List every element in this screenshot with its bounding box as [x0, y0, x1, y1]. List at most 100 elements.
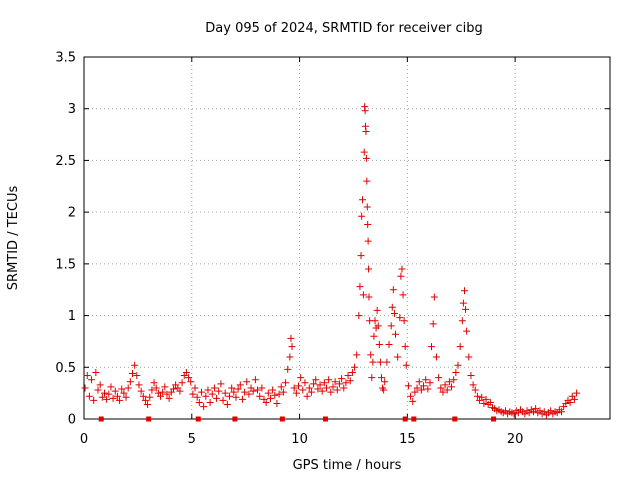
- data-point: [353, 351, 361, 359]
- data-point: [105, 390, 113, 398]
- data-point: [113, 392, 121, 400]
- data-point: [187, 378, 195, 386]
- zero-marker: [146, 416, 152, 422]
- data-point: [148, 386, 156, 394]
- data-point: [361, 107, 369, 115]
- data-point: [135, 381, 143, 389]
- data-point: [456, 343, 464, 351]
- data-point: [107, 383, 115, 391]
- data-point: [351, 363, 359, 371]
- data-point: [193, 393, 201, 401]
- data-point: [297, 374, 305, 382]
- data-point: [202, 392, 210, 400]
- data-point: [109, 394, 117, 402]
- data-point: [316, 381, 324, 389]
- data-point: [458, 317, 466, 325]
- data-point: [307, 388, 315, 396]
- data-point: [277, 383, 285, 391]
- y-tick-label: 2.5: [55, 154, 76, 169]
- data-point: [426, 379, 434, 387]
- y-tick-label: 1: [68, 309, 76, 324]
- plot-frame: [83, 56, 611, 420]
- zero-marker: [232, 416, 238, 422]
- data-point: [359, 196, 367, 204]
- data-point: [566, 398, 574, 406]
- data-point: [223, 401, 231, 409]
- data-points: [81, 103, 581, 422]
- data-point: [365, 293, 373, 301]
- data-point: [262, 398, 270, 406]
- data-point: [161, 383, 169, 391]
- data-point: [355, 312, 363, 320]
- data-point: [230, 388, 238, 396]
- data-point: [165, 394, 173, 402]
- data-point: [137, 387, 145, 395]
- zero-marker: [402, 416, 408, 422]
- data-point: [374, 322, 382, 330]
- data-point: [287, 334, 295, 342]
- data-point: [236, 381, 244, 389]
- data-point: [454, 361, 462, 369]
- data-point: [169, 385, 177, 393]
- data-point: [445, 378, 453, 386]
- data-point: [329, 383, 337, 391]
- data-point: [288, 343, 296, 351]
- x-tick-label: 10: [291, 432, 308, 447]
- data-point: [348, 368, 356, 376]
- data-point: [362, 127, 370, 135]
- data-point: [413, 384, 421, 392]
- data-point: [402, 361, 410, 369]
- data-point: [301, 379, 309, 387]
- grid: [84, 57, 610, 419]
- data-point: [133, 372, 141, 380]
- data-point: [389, 286, 397, 294]
- data-point: [432, 353, 440, 361]
- data-point: [394, 353, 402, 361]
- x-tick-label: 20: [507, 432, 524, 447]
- data-point: [256, 392, 264, 400]
- data-point: [429, 320, 437, 328]
- data-point: [271, 391, 279, 399]
- data-point: [116, 396, 124, 404]
- data-point: [462, 305, 470, 313]
- data-point: [373, 306, 381, 314]
- x-tick-label: 5: [188, 432, 196, 447]
- data-point: [460, 287, 468, 295]
- data-point: [342, 379, 350, 387]
- zero-marker: [411, 416, 417, 422]
- data-point: [463, 327, 471, 335]
- data-point: [228, 384, 236, 392]
- data-point: [251, 376, 259, 384]
- data-point: [208, 390, 216, 398]
- y-tick-label: 0: [68, 413, 76, 428]
- data-point: [94, 386, 102, 394]
- data-point: [459, 299, 467, 307]
- data-point: [159, 388, 167, 396]
- data-point: [390, 310, 398, 318]
- data-point: [83, 372, 91, 380]
- data-point: [282, 379, 290, 387]
- data-point: [441, 381, 449, 389]
- data-point: [197, 388, 205, 396]
- data-point: [221, 389, 229, 397]
- data-point: [124, 384, 132, 392]
- data-point: [338, 375, 346, 383]
- data-point: [365, 265, 373, 273]
- data-point: [331, 378, 339, 386]
- data-point: [238, 395, 246, 403]
- data-point: [103, 395, 111, 403]
- data-point: [362, 154, 370, 162]
- data-point: [443, 386, 451, 394]
- data-point: [204, 386, 212, 394]
- data-point: [422, 376, 430, 384]
- data-point: [380, 386, 388, 394]
- data-point: [360, 148, 368, 156]
- data-point: [388, 303, 396, 311]
- data-point: [478, 393, 486, 401]
- data-point: [396, 314, 404, 322]
- data-point: [163, 390, 171, 398]
- data-point: [273, 399, 281, 407]
- data-point: [364, 221, 372, 229]
- data-point: [206, 398, 214, 406]
